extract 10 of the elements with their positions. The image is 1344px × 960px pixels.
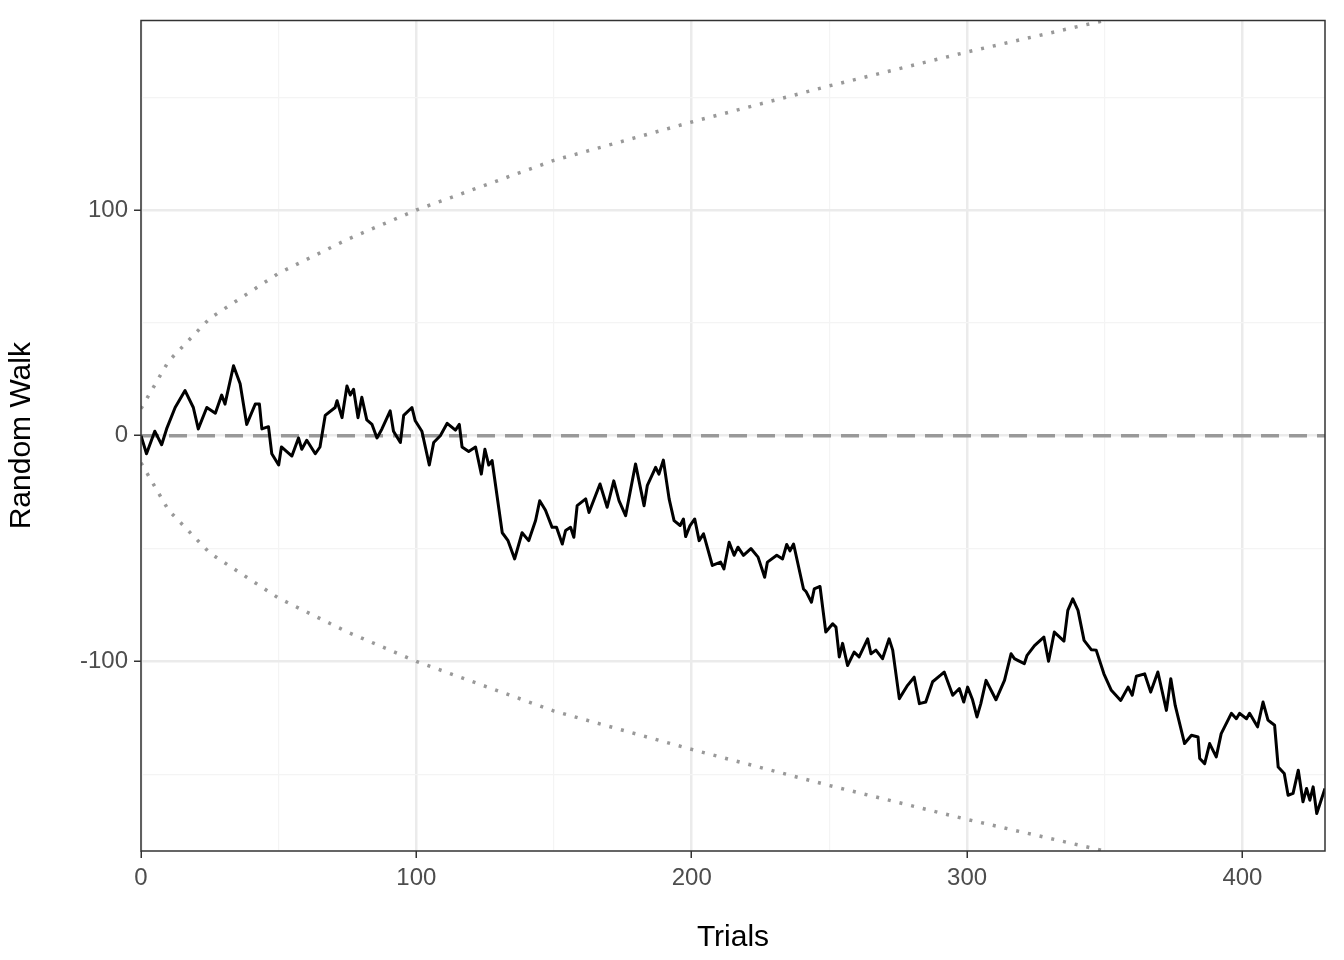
x-tick-label: 0 — [134, 863, 148, 891]
x-tick-label: 100 — [396, 863, 437, 891]
y-tick-label: 100 — [87, 194, 128, 222]
y-tick-label: -100 — [79, 646, 128, 674]
x-tick-label: 200 — [671, 863, 712, 891]
x-tick-label: 400 — [1222, 863, 1263, 891]
y-tick-label: 0 — [114, 420, 128, 448]
x-axis-title: Trials — [696, 919, 770, 953]
x-tick-label: 300 — [947, 863, 988, 891]
y-axis-title: Random Walk — [3, 341, 37, 530]
